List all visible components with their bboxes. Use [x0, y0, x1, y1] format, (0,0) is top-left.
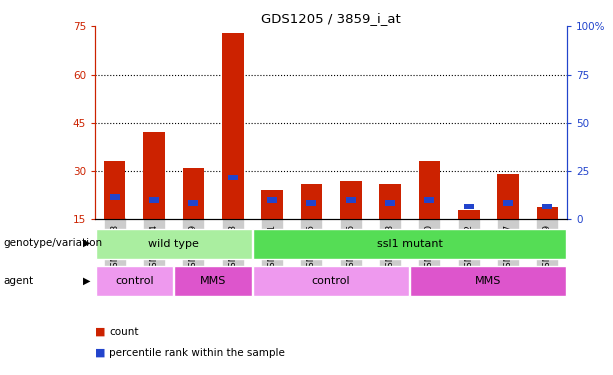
Text: percentile rank within the sample: percentile rank within the sample	[109, 348, 285, 357]
Bar	[110, 194, 120, 200]
Bar	[143, 132, 165, 219]
Title: GDS1205 / 3859_i_at: GDS1205 / 3859_i_at	[261, 12, 401, 25]
Bar	[340, 181, 362, 219]
Text: ■: ■	[95, 327, 105, 337]
Text: count: count	[109, 327, 139, 337]
Bar	[458, 210, 479, 219]
Bar	[503, 200, 513, 206]
Bar	[261, 190, 283, 219]
Text: wild type: wild type	[148, 239, 199, 249]
Bar	[497, 174, 519, 219]
Text: control: control	[115, 276, 154, 286]
Bar	[228, 175, 238, 180]
Bar	[96, 266, 173, 296]
Bar	[188, 200, 198, 206]
Bar	[385, 200, 395, 206]
Bar	[222, 33, 243, 219]
Bar	[419, 161, 440, 219]
Text: MMS: MMS	[475, 276, 501, 286]
Text: genotype/variation: genotype/variation	[3, 238, 102, 248]
Bar	[424, 197, 434, 203]
Bar	[411, 266, 566, 296]
Bar	[267, 197, 277, 203]
Bar	[104, 161, 126, 219]
Text: agent: agent	[3, 276, 33, 286]
Text: ▶: ▶	[83, 238, 91, 248]
Bar	[536, 207, 558, 219]
Text: ■: ■	[95, 348, 105, 357]
Text: MMS: MMS	[200, 276, 226, 286]
Text: ssl1 mutant: ssl1 mutant	[377, 239, 443, 249]
Bar	[543, 204, 552, 209]
Bar	[464, 204, 474, 209]
Bar	[306, 200, 316, 206]
Bar	[253, 266, 409, 296]
Bar	[300, 184, 322, 219]
Bar	[96, 228, 251, 259]
Bar	[379, 184, 401, 219]
Bar	[346, 197, 356, 203]
Text: ▶: ▶	[83, 276, 91, 286]
Text: control: control	[311, 276, 351, 286]
Bar	[149, 197, 159, 203]
Bar	[175, 266, 251, 296]
Bar	[183, 168, 204, 219]
Bar	[253, 228, 566, 259]
